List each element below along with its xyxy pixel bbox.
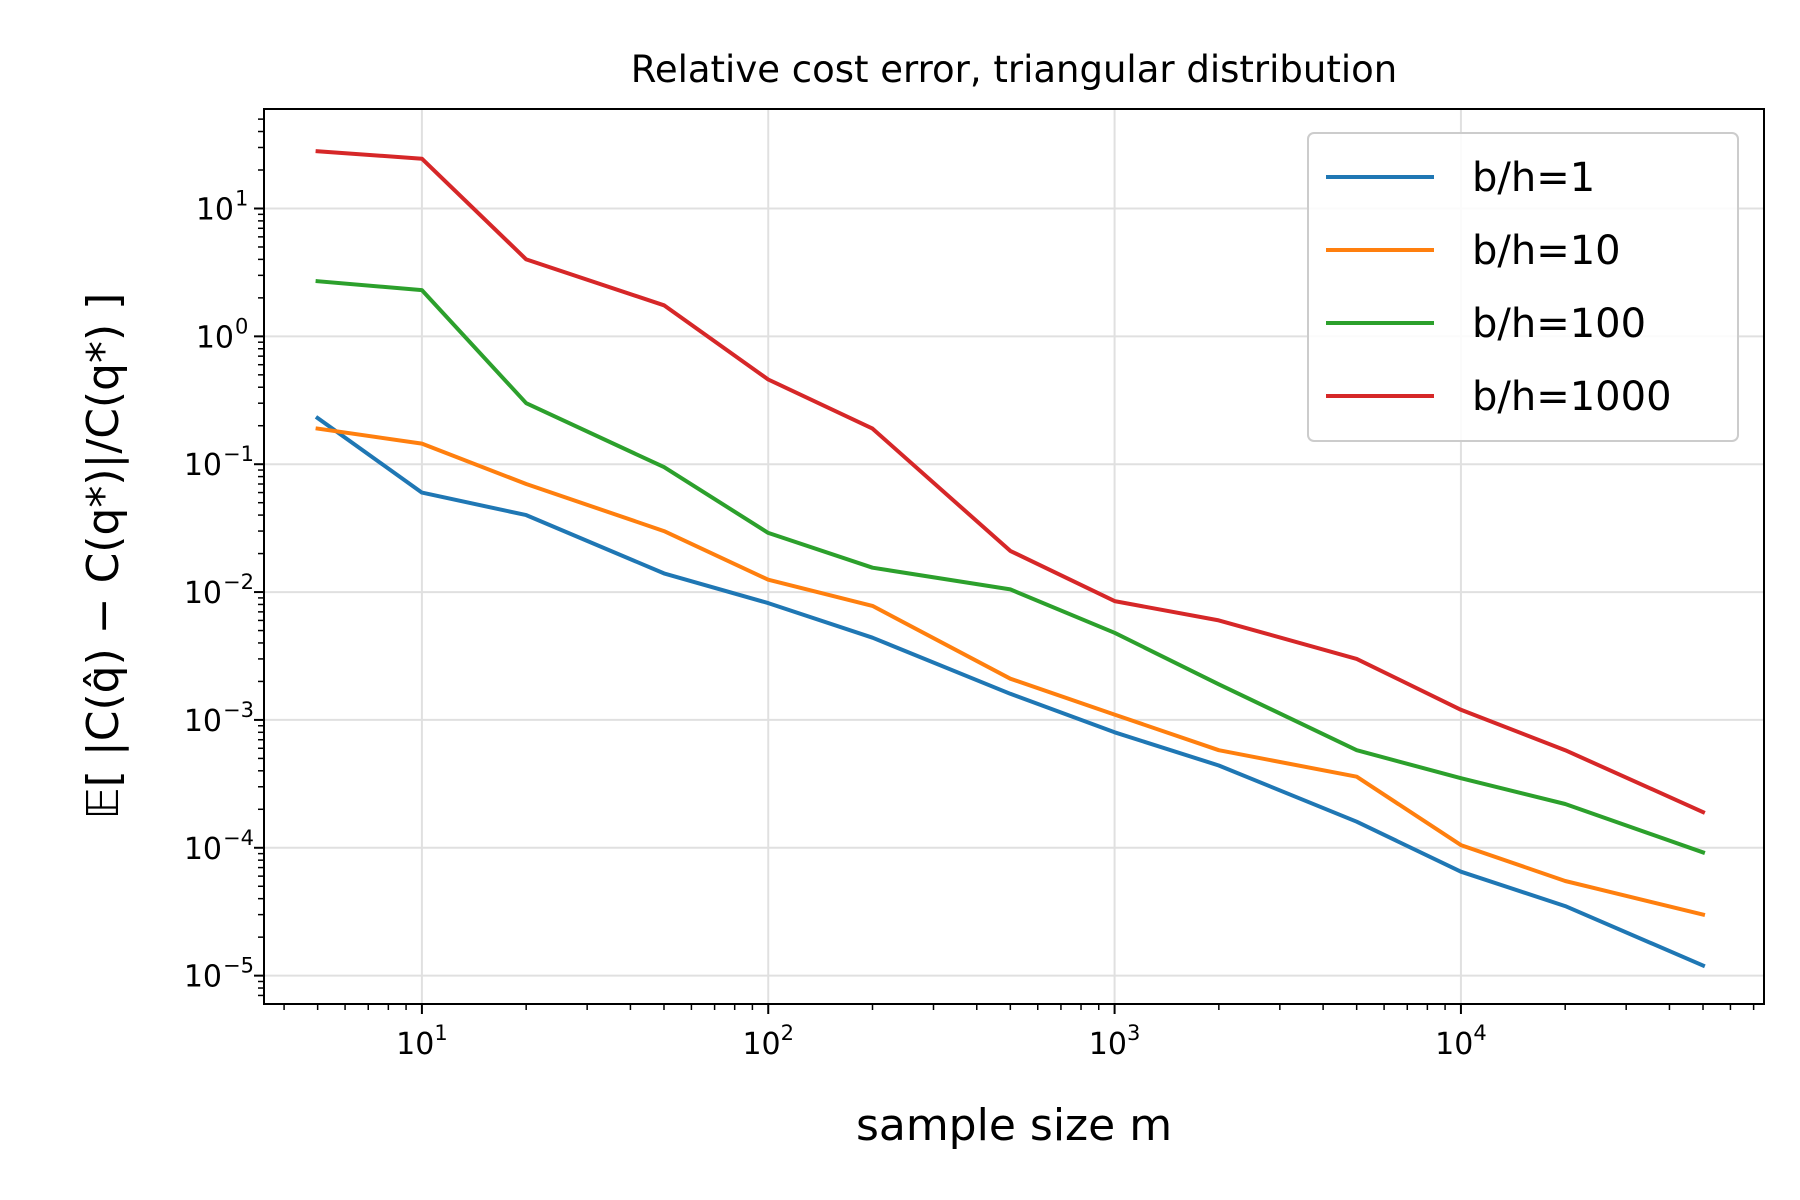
x-tick-base: 10 — [1089, 1027, 1127, 1062]
y-axis-label: 𝔼[ |C(q̂) − C(q*)|/C(q*) ] — [78, 293, 129, 820]
x-tick-label: 101 — [396, 1021, 448, 1062]
series-line-3 — [315, 279, 1706, 855]
x-tick-exponent: 1 — [434, 1021, 447, 1045]
y-tick-base: 10 — [196, 320, 234, 355]
y-tick-base: 10 — [196, 192, 234, 227]
y-tick-base: 10 — [184, 960, 222, 995]
series-line-2 — [315, 426, 1706, 918]
y-tick-label: 10 — [184, 576, 222, 611]
x-tick-base: 10 — [742, 1027, 780, 1062]
y-tick-label: 10 — [184, 960, 222, 995]
y-tick-exponent: 1 — [235, 186, 248, 210]
x-tick-exponent: 3 — [1127, 1021, 1140, 1045]
legend-label: b/h=10 — [1472, 228, 1621, 274]
series-lines — [314, 149, 1706, 969]
y-tick-exponent: 0 — [235, 314, 248, 338]
x-tick-label: 102 — [742, 1021, 794, 1062]
y-tick-base: 10 — [184, 704, 222, 739]
plot-area-frame — [263, 108, 1765, 1005]
y-tick-exponent: −3 — [223, 698, 254, 722]
x-tick-exponent: 4 — [1473, 1021, 1486, 1045]
x-tick-label: 103 — [1089, 1021, 1141, 1062]
y-tick-exponent: −5 — [223, 954, 254, 978]
y-tick-label: 10 — [184, 832, 222, 867]
legend: b/h=1 b/h=10 b/h=100 b/h=1000 — [1307, 132, 1739, 442]
y-tick-exponent: −4 — [223, 826, 254, 850]
y-tick-label: 10 — [196, 320, 234, 355]
legend-label: b/h=1 — [1472, 155, 1595, 201]
y-tick-label: 10 — [196, 192, 234, 227]
y-tick-label: 10 — [184, 704, 222, 739]
x-axis-label: sample size m — [856, 1100, 1172, 1151]
chart-title: Relative cost error, triangular distribu… — [631, 48, 1397, 91]
x-axis-label-text: sample size m — [856, 1100, 1172, 1151]
y-tick-exponent: −2 — [223, 570, 254, 594]
x-tick-base: 10 — [1435, 1027, 1473, 1062]
y-tick-label: 10 — [184, 448, 222, 483]
grid-lines — [264, 109, 1764, 1004]
x-tick-label: 104 — [1435, 1021, 1487, 1062]
x-tick-exponent: 2 — [781, 1021, 794, 1045]
y-tick-exponent: −1 — [223, 442, 254, 466]
legend-label: b/h=100 — [1472, 301, 1646, 347]
y-tick-base: 10 — [184, 448, 222, 483]
series-line-1 — [314, 415, 1706, 969]
legend-box — [1307, 132, 1739, 442]
y-tick-base: 10 — [184, 576, 222, 611]
x-tick-base: 10 — [396, 1027, 434, 1062]
y-tick-base: 10 — [184, 832, 222, 867]
legend-label: b/h=1000 — [1472, 374, 1672, 420]
series-line-4 — [315, 149, 1706, 815]
